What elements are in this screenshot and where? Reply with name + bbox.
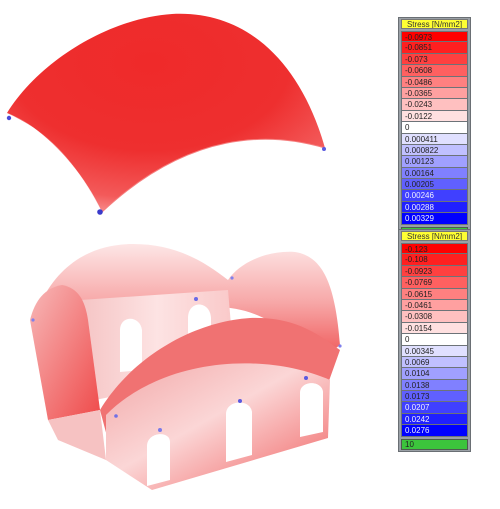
left-end-wall xyxy=(30,285,100,420)
vault-stress-marker xyxy=(338,344,342,348)
legend-entry: -0.0608 xyxy=(401,65,468,77)
vault-stress-marker xyxy=(230,276,234,280)
legend-entry: -0.0365 xyxy=(401,87,468,100)
back-opening xyxy=(120,318,142,372)
legend-entry: -0.0973 xyxy=(401,31,468,43)
legend-entry: 0.0069 xyxy=(401,356,468,369)
legend-entry: 0.00329 xyxy=(401,213,468,225)
legend-entry: 0.0138 xyxy=(401,379,468,392)
legend-scale: -0.0973 -0.0851 -0.073 -0.0608 -0.0486 -0.036… xyxy=(401,31,468,225)
legend-entry: -0.123 xyxy=(401,243,468,255)
dome-lower-edge xyxy=(101,138,326,213)
legend-scale: -0.123 -0.108 -0.0923 -0.0769 -0.0615 -0.0461… xyxy=(401,243,468,437)
legend-entry: 0.0207 xyxy=(401,402,468,414)
legend-entry: -0.0769 xyxy=(401,277,468,289)
legend-entry: 0.0104 xyxy=(401,368,468,380)
front-wall-left-face xyxy=(48,410,106,460)
vault-stress-marker xyxy=(31,318,35,322)
legend-entry: -0.0154 xyxy=(401,322,468,335)
stress-legend-top: Stress [N/mm2] -0.0973 -0.0851 -0.073 -0.06… xyxy=(398,17,471,240)
vault-stress-marker xyxy=(158,428,162,432)
dome-support-marker xyxy=(322,147,326,151)
dome-shell xyxy=(7,13,325,212)
vault-stress-marker xyxy=(114,414,118,418)
legend-entry: -0.073 xyxy=(401,53,468,66)
legend-entry: 0.0242 xyxy=(401,413,468,426)
legend-footer: 10 xyxy=(401,438,468,450)
legend-entry: 0.000822 xyxy=(401,144,468,157)
vault-model xyxy=(30,243,342,490)
legend-entry: -0.0851 xyxy=(401,42,468,54)
legend-entry: 0.00123 xyxy=(401,156,468,168)
vault-stress-marker xyxy=(304,376,308,380)
front-opening xyxy=(147,434,170,486)
legend-entry: 0.00205 xyxy=(401,179,468,191)
dome-support-marker xyxy=(6,115,12,121)
vault-stress-marker xyxy=(238,399,242,403)
legend-entry: 0.0173 xyxy=(401,391,468,403)
dome-support-marker xyxy=(97,209,103,215)
legend-entry: -0.0243 xyxy=(401,99,468,111)
legend-entry: 0 xyxy=(401,334,468,346)
legend-title: Stress [N/mm2] xyxy=(401,231,468,241)
front-vault xyxy=(100,317,340,440)
legend-entry: 0.00164 xyxy=(401,167,468,180)
legend-entry: 0.0276 xyxy=(401,425,468,437)
legend-title: Stress [N/mm2] xyxy=(401,19,468,29)
front-opening xyxy=(300,383,323,437)
legend-entry: -0.0486 xyxy=(401,76,468,88)
legend-entry: 0.00345 xyxy=(401,345,468,357)
legend-entry: -0.0308 xyxy=(401,311,468,323)
legend-entry: -0.0122 xyxy=(401,110,468,123)
legend-entry: 0.00246 xyxy=(401,190,468,202)
legend-entry: 0 xyxy=(401,122,468,134)
legend-entry: -0.0615 xyxy=(401,288,468,300)
dome-model xyxy=(6,13,326,215)
legend-entry: 0.000411 xyxy=(401,133,468,145)
front-opening xyxy=(226,402,252,462)
legend-entry: -0.0461 xyxy=(401,299,468,312)
vault-stress-marker xyxy=(194,297,198,301)
stress-legend-bottom: Stress [N/mm2] -0.123 -0.108 -0.0923 -0.076… xyxy=(398,229,471,452)
legend-entry: -0.0923 xyxy=(401,265,468,278)
legend-entry: -0.108 xyxy=(401,254,468,266)
legend-entry: 0.00288 xyxy=(401,201,468,214)
